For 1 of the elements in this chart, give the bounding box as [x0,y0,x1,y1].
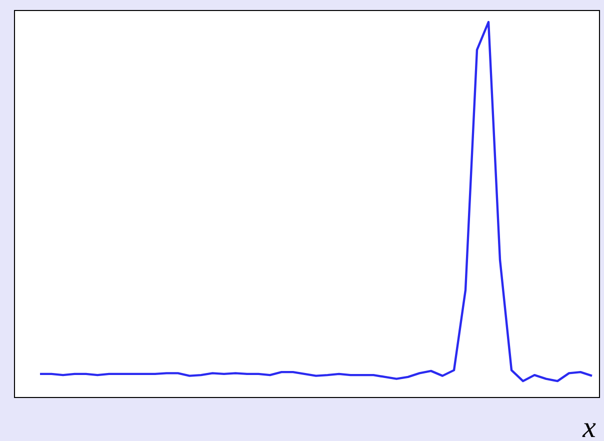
x-axis-title: x [582,411,597,441]
